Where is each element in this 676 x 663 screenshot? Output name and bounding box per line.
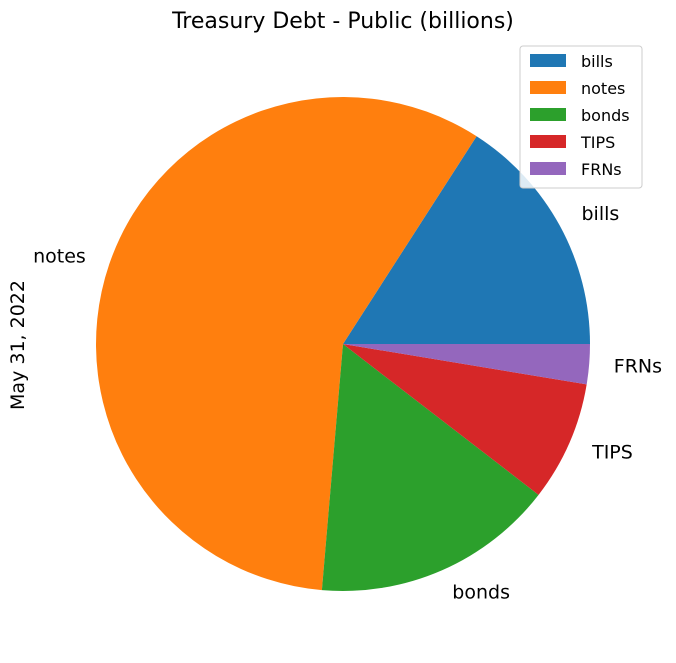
slice-label-tips: TIPS xyxy=(591,442,633,464)
slice-label-frns: FRNs xyxy=(614,355,662,377)
slice-label-bills: bills xyxy=(582,203,620,225)
slice-labels: bills notes bonds TIPS FRNs xyxy=(33,203,662,604)
chart-title: Treasury Debt - Public (billions) xyxy=(171,9,514,34)
legend-swatch-notes xyxy=(530,81,566,94)
legend-label-frns: FRNs xyxy=(581,160,622,179)
pie-slice-tips xyxy=(343,344,587,495)
legend-swatch-tips xyxy=(530,135,566,148)
legend-label-bonds: bonds xyxy=(581,106,630,125)
pie-slice-notes xyxy=(96,97,477,591)
pie-slice-frns xyxy=(343,344,591,385)
legend-swatch-frns xyxy=(530,162,566,175)
y-axis-label: May 31, 2022 xyxy=(7,280,29,410)
pie-slices xyxy=(96,97,591,592)
slice-label-notes: notes xyxy=(33,245,86,267)
slice-label-bonds: bonds xyxy=(452,582,510,604)
legend: bills notes bonds TIPS FRNs xyxy=(519,45,643,189)
legend-label-bills: bills xyxy=(581,52,613,71)
legend-swatch-bills xyxy=(530,54,566,67)
legend-label-notes: notes xyxy=(581,79,625,98)
legend-label-tips: TIPS xyxy=(580,133,615,152)
legend-swatch-bonds xyxy=(530,108,566,121)
pie-slice-bonds xyxy=(321,344,539,592)
